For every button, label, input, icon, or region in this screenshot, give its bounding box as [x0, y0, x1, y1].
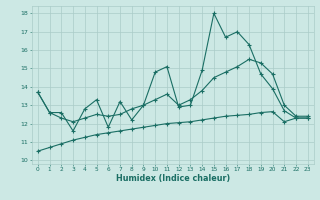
X-axis label: Humidex (Indice chaleur): Humidex (Indice chaleur) — [116, 174, 230, 183]
